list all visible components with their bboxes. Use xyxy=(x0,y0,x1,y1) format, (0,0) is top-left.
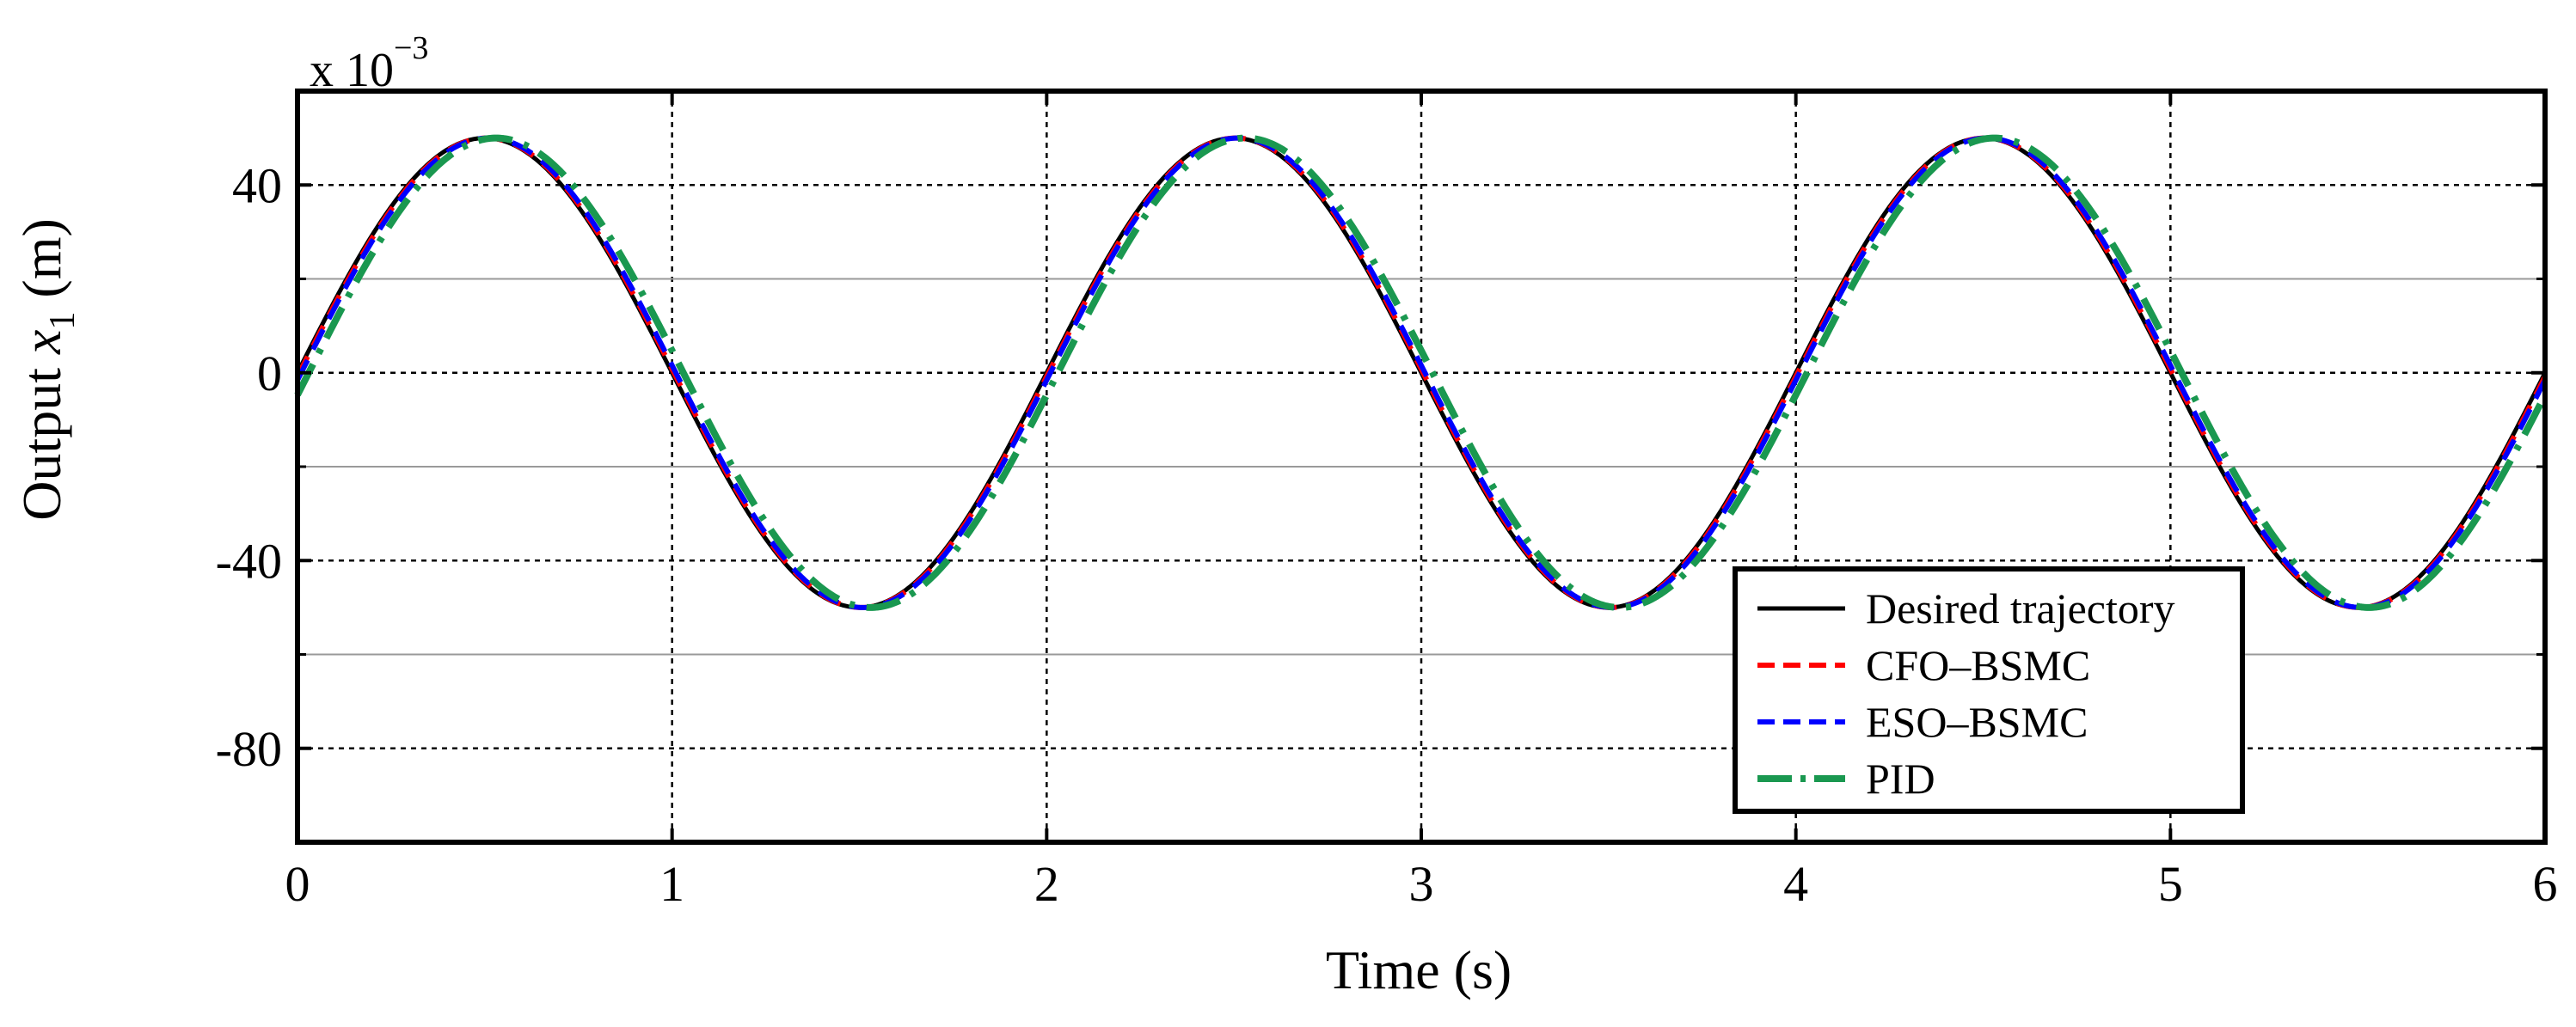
y-multiplier-base: x 10 xyxy=(310,44,394,97)
y-axis-label-suffix: (m) xyxy=(11,218,72,311)
legend-label: PID xyxy=(1866,755,1935,803)
x-tick-label: 6 xyxy=(2533,856,2558,912)
series-layer xyxy=(294,134,2548,611)
y-tick-label: 0 xyxy=(257,345,282,401)
x-tick-label: 4 xyxy=(1783,856,1808,912)
series-line-eso-bsmc xyxy=(295,135,2548,610)
y-axis-label-sub: 1 xyxy=(43,312,83,330)
legend: Desired trajectory CFO–BSMC ESO–BSMC PID xyxy=(1733,566,2245,814)
x-tick-label: 3 xyxy=(1409,856,1434,912)
legend-label: Desired trajectory xyxy=(1866,584,2175,633)
y-tick-label: 40 xyxy=(232,157,282,213)
series-line-pid xyxy=(294,134,2548,611)
y-axis-label-var: x xyxy=(11,330,72,355)
y-multiplier: x 10−3 xyxy=(310,30,428,97)
y-tick-label: -40 xyxy=(216,533,282,589)
y-multiplier-exponent: −3 xyxy=(394,30,428,66)
x-axis-label: Time (s) xyxy=(1326,939,1512,1000)
y-axis-label-prefix: Output xyxy=(11,354,72,521)
x-tick-label: 5 xyxy=(2158,856,2183,912)
x-tick-label: 2 xyxy=(1034,856,1059,912)
x-tick-label: 1 xyxy=(659,856,684,912)
legend-label: ESO–BSMC xyxy=(1866,698,2088,746)
y-axis-label: Output x1 (m) xyxy=(11,218,83,521)
tick-layer: 0 1 2 3 4 5 6 40 0 -40 -80 xyxy=(216,91,2558,912)
legend-label: CFO–BSMC xyxy=(1866,641,2090,689)
y-tick-label: -80 xyxy=(216,721,282,777)
x-tick-label: 0 xyxy=(285,856,310,912)
